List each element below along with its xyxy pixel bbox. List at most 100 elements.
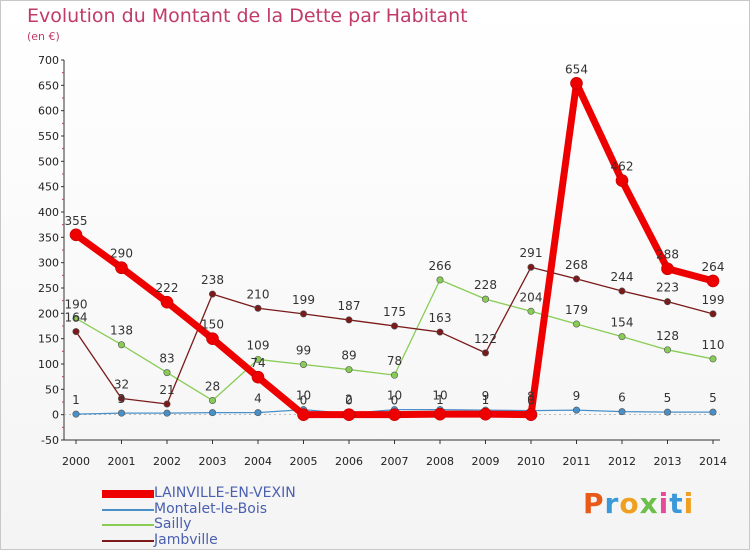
- data-label-sailly: 110: [702, 338, 725, 352]
- data-label-lainville-en-vexin: 150: [201, 318, 224, 332]
- data-label-sailly: 128: [656, 329, 679, 343]
- data-label-lainville-en-vexin: 288: [656, 248, 679, 262]
- y-tick-label: -50: [41, 434, 59, 447]
- data-point-jambville: [163, 400, 171, 408]
- logo-letter: r: [604, 487, 620, 520]
- data-point-jambville: [527, 263, 535, 271]
- data-label-lainville-en-vexin: 462: [611, 160, 634, 174]
- data-label-jambville: 199: [292, 293, 315, 307]
- data-label-montalet-le-bois: 1: [72, 393, 80, 407]
- y-tick-label: 450: [38, 181, 59, 194]
- data-point-lainville-en-vexin: [297, 408, 310, 421]
- legend-label: LAINVILLE-EN-VEXIN: [154, 485, 296, 501]
- data-point-sailly: [663, 346, 671, 354]
- data-point-jambville: [709, 310, 717, 318]
- x-tick-label: 2003: [199, 455, 227, 468]
- data-label-lainville-en-vexin: 1: [482, 393, 490, 407]
- data-point-lainville-en-vexin: [69, 228, 83, 242]
- y-tick-label: 700: [38, 54, 59, 67]
- y-tick-label: 400: [38, 206, 59, 219]
- data-label-lainville-en-vexin: 264: [702, 260, 725, 274]
- data-label-jambville: 164: [65, 311, 88, 325]
- data-point-jambville: [254, 304, 262, 312]
- data-label-sailly: 179: [565, 303, 588, 317]
- data-label-lainville-en-vexin: 1: [436, 393, 444, 407]
- logo-letter: o: [619, 487, 640, 520]
- data-point-sailly: [709, 355, 717, 363]
- data-point-jambville: [72, 328, 80, 336]
- y-tick-label: 500: [38, 155, 59, 168]
- x-tick-label: 2010: [517, 455, 545, 468]
- data-label-jambville: 268: [565, 258, 588, 272]
- data-label-lainville-en-vexin: 0: [345, 394, 353, 408]
- data-point-montalet-le-bois: [209, 409, 217, 417]
- data-label-jambville: 238: [201, 273, 224, 287]
- data-point-jambville: [390, 322, 398, 330]
- data-label-jambville: 244: [611, 270, 634, 284]
- data-label-montalet-le-bois: 5: [709, 391, 717, 405]
- x-tick-label: 2007: [381, 455, 409, 468]
- chart-title: Evolution du Montant de la Dette par Hab…: [27, 5, 468, 27]
- data-point-lainville-en-vexin: [570, 77, 583, 90]
- data-label-montalet-le-bois: 2: [345, 393, 353, 407]
- y-tick-label: 550: [38, 130, 59, 143]
- x-tick-label: 2001: [108, 455, 136, 468]
- data-point-sailly: [390, 371, 398, 379]
- logo-letter: i: [683, 487, 695, 520]
- data-point-sailly: [254, 355, 262, 363]
- y-tick-label: 200: [38, 307, 59, 320]
- data-point-jambville: [572, 275, 580, 283]
- data-point-jambville: [118, 394, 126, 402]
- data-label-montalet-le-bois: 9: [573, 389, 581, 403]
- data-label-jambville: 32: [114, 377, 129, 391]
- data-point-jambville: [618, 287, 626, 295]
- data-label-lainville-en-vexin: 355: [65, 214, 88, 228]
- data-point-montalet-le-bois: [572, 406, 580, 414]
- x-tick-label: 2009: [472, 455, 500, 468]
- data-point-jambville: [345, 316, 353, 324]
- data-point-sailly: [72, 314, 80, 322]
- data-label-sailly: 154: [611, 316, 634, 330]
- data-label-lainville-en-vexin: 0: [527, 394, 535, 408]
- y-tick-label: 250: [38, 282, 59, 295]
- data-label-montalet-le-bois: 6: [618, 391, 626, 405]
- data-label-lainville-en-vexin: 290: [110, 247, 133, 261]
- data-point-lainville-en-vexin: [160, 295, 174, 309]
- data-label-lainville-en-vexin: 222: [156, 281, 179, 295]
- proxiti-logo: Proxiti: [583, 487, 694, 520]
- y-tick-label: 650: [38, 79, 59, 92]
- y-tick-label: 150: [38, 333, 59, 346]
- data-label-jambville: 21: [159, 383, 174, 397]
- data-point-montalet-le-bois: [709, 408, 717, 416]
- data-label-jambville: 210: [247, 287, 270, 301]
- data-point-montalet-le-bois: [618, 408, 626, 416]
- data-point-lainville-en-vexin: [251, 370, 265, 384]
- data-point-montalet-le-bois: [663, 408, 671, 416]
- data-point-jambville: [436, 328, 444, 336]
- data-point-jambville: [209, 290, 217, 298]
- data-point-montalet-le-bois: [72, 410, 80, 418]
- data-point-lainville-en-vexin: [479, 407, 492, 421]
- data-label-sailly: 266: [429, 259, 452, 273]
- legend-label: Jambville: [154, 531, 218, 548]
- data-point-lainville-en-vexin: [342, 408, 356, 421]
- data-point-lainville-en-vexin: [433, 407, 447, 421]
- data-label-montalet-le-bois: 10: [296, 389, 311, 403]
- logo-letter: i: [658, 487, 670, 520]
- x-tick-label: 2014: [699, 455, 727, 468]
- logo-letter: t: [669, 487, 684, 520]
- data-label-montalet-le-bois: 10: [432, 389, 447, 403]
- data-point-montalet-le-bois: [163, 409, 171, 417]
- data-point-sailly: [345, 366, 353, 374]
- data-label-lainville-en-vexin: 74: [250, 356, 265, 370]
- data-label-sailly: 89: [341, 349, 356, 363]
- data-label-jambville: 199: [702, 293, 725, 307]
- data-point-lainville-en-vexin: [388, 408, 401, 421]
- x-tick-label: 2005: [290, 455, 318, 468]
- data-label-lainville-en-vexin: 0: [300, 394, 308, 408]
- data-point-lainville-en-vexin: [615, 174, 629, 187]
- data-label-jambville: 187: [338, 299, 361, 313]
- data-label-jambville: 163: [429, 311, 452, 325]
- x-tick-label: 2011: [563, 455, 591, 468]
- data-point-sailly: [436, 276, 444, 284]
